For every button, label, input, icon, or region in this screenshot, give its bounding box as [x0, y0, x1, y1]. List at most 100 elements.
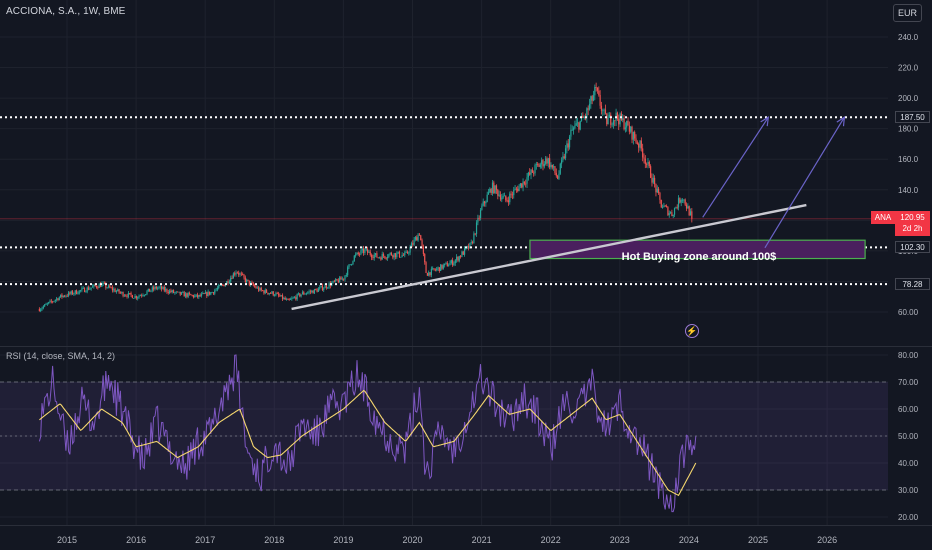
candle-body: [65, 295, 67, 297]
candle-body: [348, 264, 350, 268]
candle-body: [444, 263, 446, 266]
candle-body: [679, 198, 681, 203]
candle-body: [401, 255, 403, 257]
rsi-tick-label: 30.00: [898, 486, 919, 495]
price-tick-label: 200.0: [898, 94, 919, 103]
candle-body: [534, 165, 536, 174]
candle-body: [230, 277, 232, 282]
candle-body: [655, 183, 657, 193]
bar-countdown: 2d 2h: [902, 224, 923, 233]
flash-icon[interactable]: ⚡: [685, 324, 699, 338]
candle-body: [373, 255, 375, 259]
candle-body: [450, 260, 452, 263]
candle-body: [551, 164, 553, 168]
candle-body: [180, 292, 183, 295]
symbol-title[interactable]: ACCIONA, S.A., 1W, BME: [6, 6, 126, 17]
candle-body: [469, 242, 471, 249]
candle-body: [296, 294, 298, 300]
candle-body: [216, 288, 219, 290]
candle-body: [426, 272, 428, 276]
candle-body: [328, 283, 330, 288]
candle-body: [305, 293, 308, 295]
candle-body: [268, 293, 270, 294]
candle-body: [127, 292, 129, 297]
candle-body: [454, 260, 456, 264]
level-label-102: 102.30: [895, 241, 930, 253]
candle-body: [560, 160, 563, 164]
candle-body: [313, 289, 316, 294]
candle-body: [251, 282, 253, 284]
candle-body: [308, 291, 310, 293]
time-tick-label: 2024: [679, 535, 699, 545]
candle-body: [503, 195, 506, 197]
candle-body: [272, 291, 274, 296]
candle-body: [70, 291, 72, 294]
candle-body: [622, 118, 624, 120]
candle-body: [114, 289, 116, 293]
candle-body: [194, 295, 196, 298]
candle-body: [372, 257, 374, 259]
rsi-tick-label: 70.00: [898, 378, 919, 387]
candle-body: [143, 294, 145, 296]
candle-body: [463, 248, 466, 255]
drawings-layer[interactable]: [0, 116, 888, 311]
candle-body: [667, 206, 669, 216]
candle-body: [89, 288, 91, 290]
candle-body: [635, 138, 637, 143]
candle-body: [489, 188, 491, 193]
candle-body: [74, 290, 76, 294]
last-price-value: 120.95: [900, 213, 925, 222]
candle-body: [99, 284, 102, 287]
candle-body: [75, 290, 78, 294]
candle-body: [378, 257, 381, 259]
candle-body: [130, 293, 132, 296]
price-tick-label: 160.0: [898, 155, 919, 164]
candle-body: [393, 253, 395, 258]
time-tick-label: 2018: [264, 535, 284, 545]
candle-body: [191, 295, 193, 296]
candle-body: [353, 255, 355, 262]
candle-body: [91, 286, 94, 288]
candle-body: [663, 205, 665, 208]
candle-body: [429, 272, 431, 276]
candle-body: [664, 205, 666, 207]
candle-body: [687, 206, 689, 209]
candle-body: [321, 285, 324, 291]
candle-body: [600, 105, 603, 111]
candle-body: [279, 295, 281, 297]
candle-body: [149, 288, 151, 292]
candle-body: [535, 164, 537, 166]
candle-body: [539, 164, 541, 167]
candle-body: [462, 251, 464, 255]
candle-body: [394, 253, 397, 258]
candle-body: [408, 252, 410, 254]
currency-button[interactable]: EUR: [893, 4, 922, 22]
candle-body: [575, 123, 577, 126]
candle-body: [397, 251, 399, 254]
candle-body: [612, 120, 615, 125]
candle-body: [646, 164, 648, 165]
time-tick-label: 2020: [402, 535, 422, 545]
candle-body: [267, 292, 269, 294]
candle-body: [616, 112, 619, 119]
candle-body: [86, 287, 88, 292]
rsi-tick-label: 50.00: [898, 432, 919, 441]
candle-body: [618, 118, 620, 125]
candle-body: [643, 157, 645, 159]
candle-body: [382, 254, 385, 257]
candle-body: [231, 277, 233, 279]
candle-body: [449, 262, 451, 266]
candle-body: [430, 268, 432, 276]
rsi-line: [38, 354, 697, 513]
candle-body: [73, 293, 75, 295]
candle-body: [456, 256, 458, 261]
candle-body: [558, 173, 560, 179]
candle-body: [121, 292, 123, 293]
candle-body: [630, 126, 632, 132]
candle-body: [252, 283, 254, 286]
time-tick-label: 2016: [126, 535, 146, 545]
rsi-indicator-title[interactable]: RSI (14, close, SMA, 14, 2): [6, 351, 116, 361]
candle-body: [381, 254, 383, 260]
candle-body: [521, 183, 523, 188]
